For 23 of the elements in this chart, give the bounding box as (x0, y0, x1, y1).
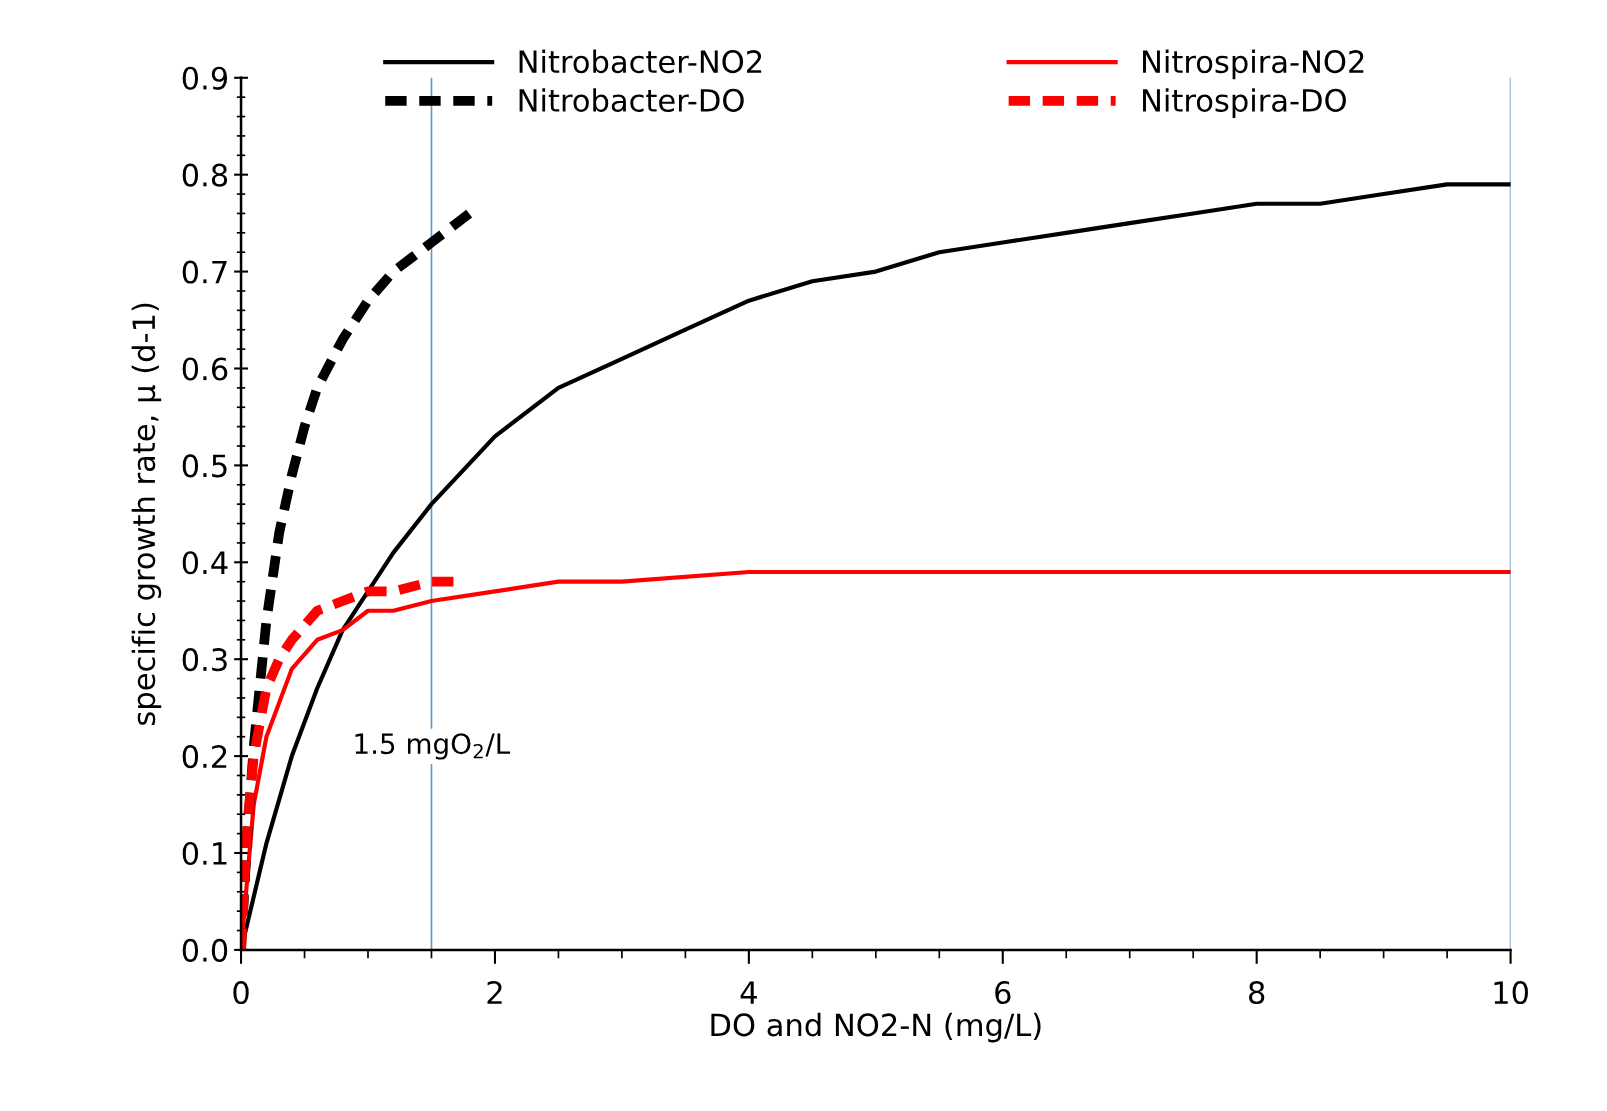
y-tick-label: 0.9 (182, 66, 228, 90)
y-axis-title: specific growth rate, μ (d-1) (131, 303, 162, 725)
x-axis-title: DO and NO2-N (mg/L) (711, 1012, 1041, 1043)
legend-label: Nitrospira-DO (1143, 88, 1346, 118)
y-tick-label: 0.4 (182, 551, 228, 575)
x-tick-label: 0 (233, 981, 249, 1005)
legend-label: Nitrobacter-DO (519, 88, 744, 112)
y-tick-label: 0.8 (182, 163, 228, 187)
y-tick-label: 0.1 (182, 841, 227, 866)
legend-label: Nitrospira-NO2 (1143, 49, 1364, 80)
x-tick-label: 2 (487, 981, 502, 1004)
y-tick-label: 0.7 (182, 260, 227, 284)
ref-line-label: 1.5 mgO$_{2}$/L (355, 733, 511, 760)
legend-label: Nitrobacter-NO2 (519, 49, 762, 74)
x-tick-label: 4 (740, 981, 757, 1004)
y-tick-label: 0.6 (182, 357, 228, 381)
y-tick-label: 0.5 (182, 454, 227, 478)
y-tick-label: 0.2 (182, 745, 227, 769)
y-tick-label: 0.3 (182, 648, 227, 672)
x-tick-label: 8 (1249, 981, 1265, 1005)
y-tick-label: 0.0 (182, 938, 228, 962)
x-tick-label: 6 (995, 981, 1011, 1005)
x-tick-label: 10 (1494, 981, 1528, 1005)
